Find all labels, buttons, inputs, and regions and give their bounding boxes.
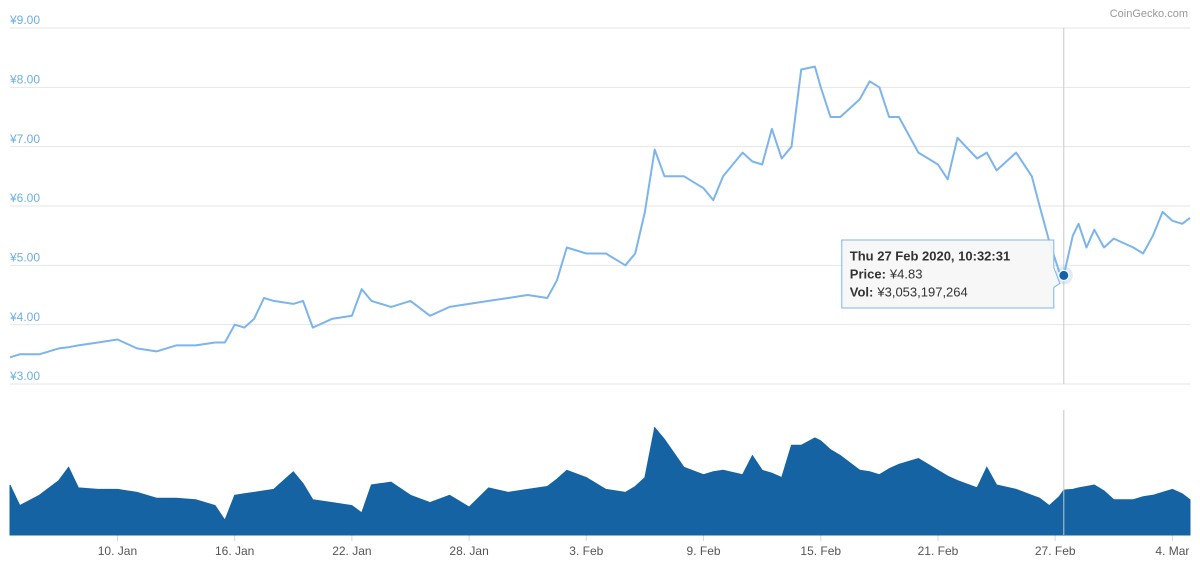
x-tick-label: 21. Feb [918, 544, 959, 558]
tooltip-label: Price: [850, 266, 886, 281]
x-tick-label: 4. Mar [1155, 544, 1189, 558]
y-tick-label: ¥6.00 [9, 191, 40, 205]
tooltip-value: ¥4.83 [889, 266, 923, 281]
y-tick-label: ¥7.00 [9, 132, 40, 146]
y-tick-label: ¥9.00 [9, 13, 40, 27]
volume-area [9, 426, 1191, 536]
x-tick-label: 28. Jan [449, 544, 488, 558]
price-line [9, 65, 1191, 359]
tooltip-box [841, 239, 1061, 309]
y-tick-label: ¥8.00 [9, 73, 40, 87]
credit: CoinGecko.com [1110, 8, 1188, 20]
x-tick-label: 16. Jan [215, 544, 254, 558]
x-tick-label: 15. Feb [800, 544, 841, 558]
x-tick-label: 10. Jan [98, 544, 137, 558]
y-tick-label: ¥4.00 [9, 310, 40, 324]
y-tick-label: ¥5.00 [9, 251, 40, 265]
tooltip-value: ¥3,053,197,264 [876, 284, 967, 299]
x-tick-label: 3. Feb [569, 544, 603, 558]
hover-point [1058, 269, 1070, 281]
tooltip-label: Vol: [850, 284, 874, 299]
x-tick-label: 22. Jan [332, 544, 371, 558]
tooltip-title: Thu 27 Feb 2020, 10:32:31 [850, 248, 1010, 263]
y-tick-label: ¥3.00 [9, 369, 40, 383]
x-tick-label: 27. Feb [1035, 544, 1076, 558]
x-tick-label: 9. Feb [687, 544, 721, 558]
